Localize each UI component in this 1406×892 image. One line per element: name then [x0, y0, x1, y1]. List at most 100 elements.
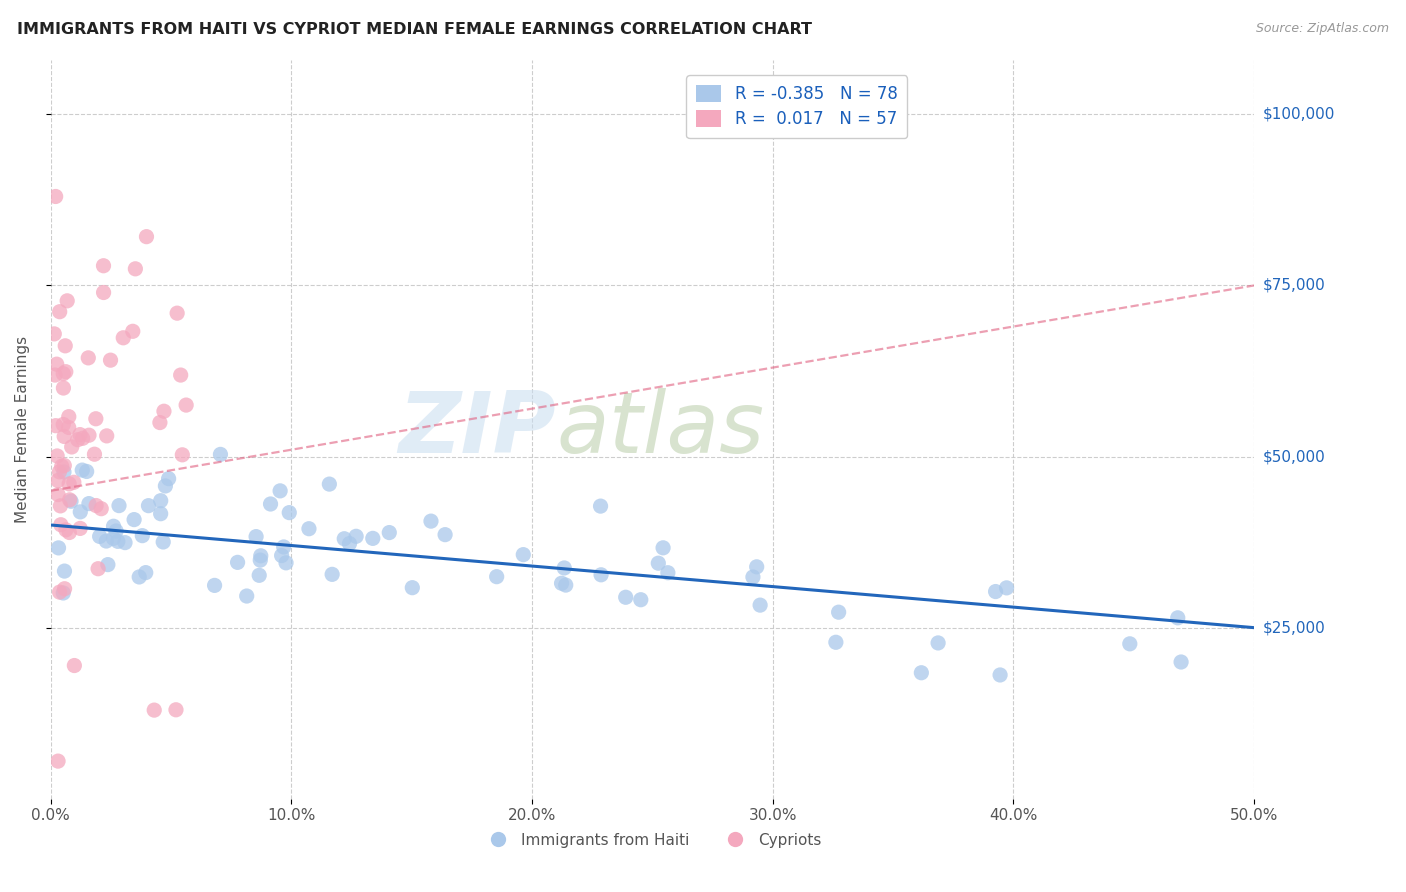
Point — [53, 564, 76, 578]
Point — [84, 499, 107, 513]
Point — [48, 465, 70, 479]
Point — [63, 475, 86, 490]
Point — [52, 367, 75, 381]
Point — [152, 535, 174, 549]
Point — [69, 427, 91, 442]
Point — [46, 449, 69, 463]
Point — [52, 586, 75, 600]
Point — [45, 357, 67, 371]
Point — [103, 532, 125, 546]
Point — [170, 368, 193, 382]
Point — [984, 584, 1007, 599]
Point — [52, 381, 75, 395]
Point — [77, 428, 100, 442]
Point — [824, 635, 846, 649]
Text: IMMIGRANTS FROM HAITI VS CYPRIOT MEDIAN FEMALE EARNINGS CORRELATION CHART: IMMIGRANTS FROM HAITI VS CYPRIOT MEDIAN … — [17, 22, 811, 37]
Point — [149, 416, 172, 430]
Point — [647, 556, 669, 570]
Point — [112, 331, 135, 345]
Point — [589, 499, 612, 513]
Point — [321, 567, 343, 582]
Point — [84, 411, 107, 425]
Point — [90, 501, 112, 516]
Point — [749, 598, 772, 612]
Point — [53, 582, 76, 596]
Point — [361, 532, 384, 546]
Point — [72, 431, 94, 445]
Point — [93, 259, 115, 273]
Point — [108, 499, 131, 513]
Point — [333, 532, 356, 546]
Point — [745, 559, 768, 574]
Point — [87, 562, 110, 576]
Point — [103, 519, 125, 533]
Point — [77, 351, 100, 365]
Point — [55, 523, 77, 537]
Point — [339, 536, 361, 550]
Point — [44, 368, 66, 382]
Point — [58, 420, 80, 434]
Point — [249, 553, 271, 567]
Point — [226, 555, 249, 569]
Point — [70, 463, 93, 477]
Point — [58, 409, 80, 424]
Point — [927, 636, 949, 650]
Point — [53, 458, 76, 473]
Point — [344, 529, 367, 543]
Point — [143, 703, 166, 717]
Point — [630, 592, 652, 607]
Point — [274, 556, 297, 570]
Point — [44, 326, 66, 341]
Point — [742, 570, 765, 584]
Point — [53, 429, 76, 443]
Point — [591, 567, 613, 582]
Point — [652, 541, 675, 555]
Point — [401, 581, 423, 595]
Point — [45, 189, 67, 203]
Point — [166, 306, 188, 320]
Point — [59, 492, 82, 507]
Point — [988, 668, 1011, 682]
Point — [100, 353, 122, 368]
Point — [46, 474, 69, 488]
Point — [550, 576, 572, 591]
Point — [45, 418, 67, 433]
Point — [247, 568, 270, 582]
Point — [96, 534, 118, 549]
Point — [138, 499, 160, 513]
Text: $75,000: $75,000 — [1263, 278, 1324, 293]
Point — [420, 514, 443, 528]
Point — [269, 483, 291, 498]
Point — [172, 448, 194, 462]
Point — [1119, 637, 1142, 651]
Point — [259, 497, 281, 511]
Point — [235, 589, 257, 603]
Point — [69, 521, 91, 535]
Point — [135, 566, 157, 580]
Y-axis label: Median Female Earnings: Median Female Earnings — [15, 335, 30, 523]
Point — [165, 703, 187, 717]
Point — [58, 525, 80, 540]
Point — [83, 447, 105, 461]
Point — [48, 541, 70, 555]
Point — [105, 524, 128, 538]
Point — [157, 472, 180, 486]
Point — [52, 465, 75, 479]
Point — [209, 447, 232, 461]
Point — [485, 569, 508, 583]
Point — [174, 398, 197, 412]
Point — [69, 505, 91, 519]
Point — [53, 339, 76, 353]
Text: ZIP: ZIP — [398, 388, 557, 471]
Text: Source: ZipAtlas.com: Source: ZipAtlas.com — [1256, 22, 1389, 36]
Point — [298, 522, 321, 536]
Point — [995, 581, 1018, 595]
Point — [1170, 655, 1192, 669]
Point — [58, 476, 80, 491]
Point — [114, 535, 136, 549]
Point — [49, 499, 72, 513]
Point — [149, 493, 172, 508]
Point — [93, 285, 115, 300]
Point — [60, 494, 83, 508]
Text: atlas: atlas — [557, 388, 765, 471]
